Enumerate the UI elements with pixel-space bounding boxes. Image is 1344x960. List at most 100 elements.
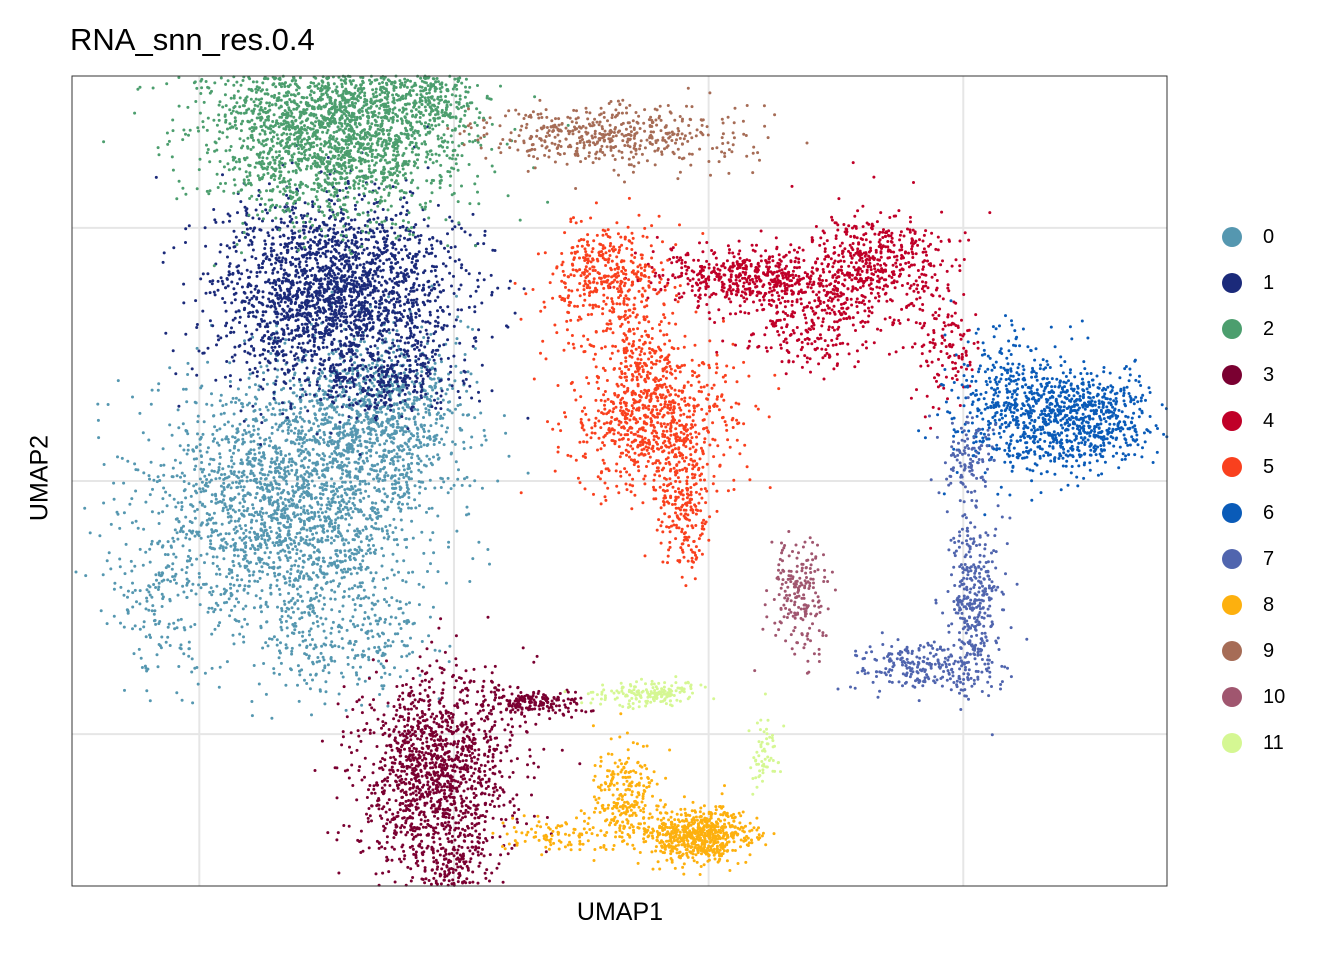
point bbox=[314, 584, 318, 588]
point bbox=[231, 508, 235, 512]
point bbox=[353, 203, 357, 207]
point bbox=[344, 228, 348, 232]
point bbox=[218, 500, 222, 503]
point bbox=[257, 388, 261, 392]
point bbox=[253, 366, 257, 370]
point bbox=[342, 543, 346, 547]
point bbox=[284, 479, 288, 483]
point bbox=[380, 354, 384, 358]
point bbox=[320, 482, 324, 486]
point bbox=[351, 501, 355, 505]
point bbox=[313, 514, 317, 518]
point bbox=[252, 439, 256, 443]
point bbox=[275, 518, 279, 522]
point bbox=[215, 343, 218, 347]
point bbox=[304, 393, 308, 397]
point bbox=[366, 283, 370, 287]
point bbox=[279, 549, 283, 553]
point bbox=[480, 486, 484, 490]
point bbox=[264, 242, 268, 246]
point bbox=[282, 488, 286, 492]
point bbox=[171, 562, 175, 566]
point bbox=[344, 328, 348, 331]
point bbox=[446, 356, 450, 360]
point bbox=[237, 398, 241, 402]
point bbox=[254, 284, 258, 288]
point bbox=[323, 252, 327, 256]
point bbox=[251, 573, 255, 577]
point bbox=[131, 395, 134, 399]
point bbox=[188, 559, 192, 563]
point bbox=[220, 279, 224, 283]
point bbox=[123, 688, 126, 692]
point bbox=[284, 610, 288, 613]
point bbox=[214, 497, 218, 501]
point bbox=[334, 564, 338, 568]
point bbox=[243, 541, 246, 545]
point bbox=[319, 254, 322, 258]
point bbox=[265, 405, 268, 409]
point bbox=[288, 504, 292, 508]
point bbox=[440, 477, 444, 481]
point bbox=[353, 625, 357, 629]
point bbox=[358, 470, 362, 474]
point bbox=[433, 438, 437, 442]
point bbox=[336, 554, 339, 558]
point bbox=[403, 244, 407, 248]
point bbox=[210, 666, 214, 670]
point bbox=[289, 423, 292, 427]
point bbox=[209, 478, 213, 482]
point bbox=[298, 673, 302, 677]
point bbox=[302, 482, 306, 485]
point bbox=[454, 407, 457, 411]
point bbox=[299, 549, 303, 553]
point bbox=[410, 461, 414, 465]
point bbox=[417, 438, 421, 442]
point bbox=[194, 299, 198, 303]
point bbox=[139, 656, 143, 660]
point bbox=[460, 428, 464, 432]
point bbox=[396, 455, 400, 459]
point bbox=[275, 536, 279, 540]
point bbox=[259, 545, 263, 549]
point bbox=[274, 422, 278, 426]
point bbox=[198, 500, 202, 504]
point bbox=[283, 511, 287, 515]
point bbox=[183, 628, 187, 632]
point bbox=[362, 596, 366, 600]
point bbox=[369, 551, 372, 555]
point bbox=[377, 645, 381, 649]
point bbox=[280, 367, 284, 371]
point bbox=[376, 422, 379, 426]
point bbox=[357, 226, 361, 230]
point bbox=[376, 346, 380, 350]
point bbox=[366, 636, 370, 640]
point bbox=[284, 338, 288, 342]
point bbox=[220, 438, 224, 442]
point bbox=[298, 309, 302, 312]
point bbox=[427, 507, 431, 511]
point bbox=[285, 646, 289, 650]
point bbox=[310, 510, 314, 514]
point bbox=[456, 308, 460, 312]
point bbox=[395, 559, 399, 563]
point bbox=[394, 257, 397, 261]
point bbox=[112, 587, 116, 591]
point bbox=[331, 386, 335, 390]
point bbox=[330, 501, 334, 504]
point bbox=[388, 277, 392, 281]
point bbox=[295, 415, 298, 419]
point bbox=[347, 594, 351, 598]
point bbox=[422, 551, 426, 555]
point bbox=[322, 596, 326, 600]
point bbox=[339, 382, 343, 386]
point bbox=[344, 538, 348, 542]
point bbox=[264, 477, 268, 481]
point bbox=[283, 476, 287, 480]
point bbox=[271, 268, 275, 272]
point bbox=[122, 625, 126, 629]
point bbox=[243, 349, 247, 353]
point bbox=[128, 502, 132, 506]
point bbox=[446, 338, 450, 342]
point bbox=[341, 595, 345, 599]
